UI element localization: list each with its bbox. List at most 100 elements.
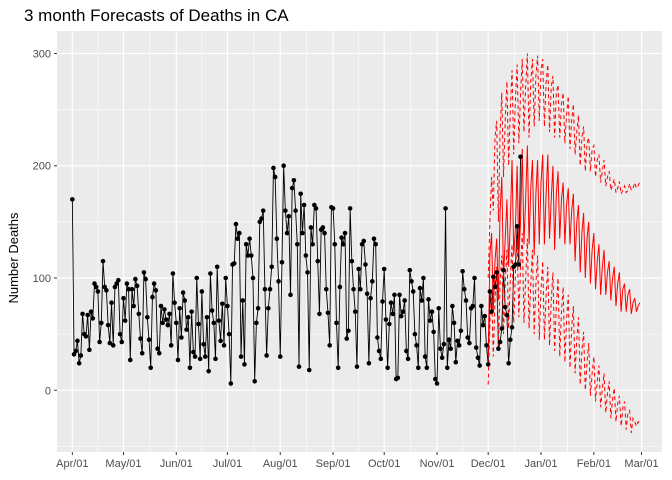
observed-point	[426, 297, 431, 302]
observed-point	[206, 368, 211, 374]
observed-point	[90, 316, 96, 321]
observed-point	[492, 284, 498, 290]
observed-point	[358, 286, 363, 292]
observed-point	[308, 225, 314, 230]
observed-point	[375, 335, 380, 340]
observed-point	[155, 346, 160, 352]
observed-point	[95, 289, 101, 294]
observed-point	[209, 308, 215, 313]
observed-point	[162, 307, 167, 312]
observed-point	[448, 346, 453, 352]
observed-point	[473, 345, 479, 350]
observed-point	[313, 206, 319, 211]
observed-point	[427, 318, 433, 323]
observed-point	[88, 309, 94, 314]
observed-point	[513, 262, 518, 267]
observed-point	[501, 267, 506, 273]
observed-point	[240, 298, 246, 303]
observed-point	[204, 314, 210, 320]
observed-point	[121, 295, 126, 301]
observed-point	[99, 320, 104, 326]
observed-point	[192, 354, 198, 359]
observed-point	[369, 279, 375, 284]
observed-point	[255, 306, 261, 311]
observed-point	[199, 289, 205, 294]
observed-point	[168, 343, 174, 348]
x-tick-label: Aug/01	[263, 458, 298, 470]
observed-point	[177, 306, 182, 311]
observed-point	[156, 350, 162, 356]
observed-point	[398, 313, 404, 319]
observed-point	[220, 301, 225, 307]
observed-point	[504, 312, 510, 318]
observed-point	[306, 367, 312, 373]
y-axis-title: Number Deaths	[6, 212, 21, 304]
observed-point	[104, 288, 109, 293]
series-layer	[71, 53, 641, 433]
y-tick-label: 0	[45, 385, 51, 397]
observed-point	[131, 303, 136, 309]
observed-point	[485, 362, 491, 367]
observed-point	[109, 300, 114, 305]
observed-point	[416, 365, 421, 371]
x-tick-label: Apr/01	[56, 458, 88, 470]
observed-point	[191, 349, 196, 355]
observed-point	[202, 354, 208, 359]
observed-point	[283, 208, 288, 213]
observed-point	[381, 266, 387, 272]
observed-point	[407, 267, 413, 273]
observed-point	[303, 253, 309, 258]
observed-point	[276, 279, 281, 284]
observed-point	[395, 375, 401, 381]
observed-point	[298, 191, 304, 197]
y-axis: 0 100 200 300	[33, 48, 57, 397]
observed-point	[185, 314, 191, 320]
observed-point	[477, 363, 482, 368]
observed-point	[414, 343, 419, 348]
observed-point	[300, 230, 305, 236]
observed-point	[509, 325, 515, 330]
observed-point	[499, 326, 505, 331]
observed-point	[339, 235, 344, 240]
observed-point	[487, 289, 493, 294]
observed-point	[342, 230, 348, 236]
observed-point	[272, 174, 278, 180]
observed-point	[508, 337, 513, 343]
observed-point	[80, 311, 85, 317]
observed-point	[380, 299, 385, 304]
observed-point	[497, 339, 503, 345]
observed-point	[288, 292, 293, 298]
observed-point	[446, 337, 452, 343]
observed-point	[354, 364, 360, 369]
observed-point	[187, 365, 193, 371]
observed-point	[305, 270, 310, 275]
observed-point	[356, 266, 361, 272]
observed-point	[223, 275, 229, 281]
observed-point	[412, 331, 418, 337]
observed-point	[373, 242, 378, 247]
observed-point	[85, 312, 90, 318]
observed-point	[216, 318, 222, 323]
observed-point	[458, 328, 464, 334]
observed-point	[361, 238, 367, 244]
observed-point	[134, 283, 140, 289]
observed-point	[247, 236, 252, 241]
observed-point	[322, 230, 327, 236]
observed-point	[463, 298, 469, 303]
observed-point	[397, 292, 402, 298]
observed-point	[366, 361, 372, 366]
observed-point	[475, 355, 481, 361]
observed-point	[405, 356, 411, 362]
observed-point	[433, 376, 438, 382]
observed-point	[479, 303, 484, 309]
observed-point	[460, 268, 465, 274]
observed-point	[274, 236, 280, 241]
observed-point	[259, 216, 264, 221]
observed-point	[214, 264, 220, 270]
observed-point	[129, 286, 135, 292]
observed-point	[248, 253, 254, 258]
observed-point	[141, 270, 147, 275]
observed-point	[201, 341, 206, 347]
observed-point	[110, 343, 116, 348]
